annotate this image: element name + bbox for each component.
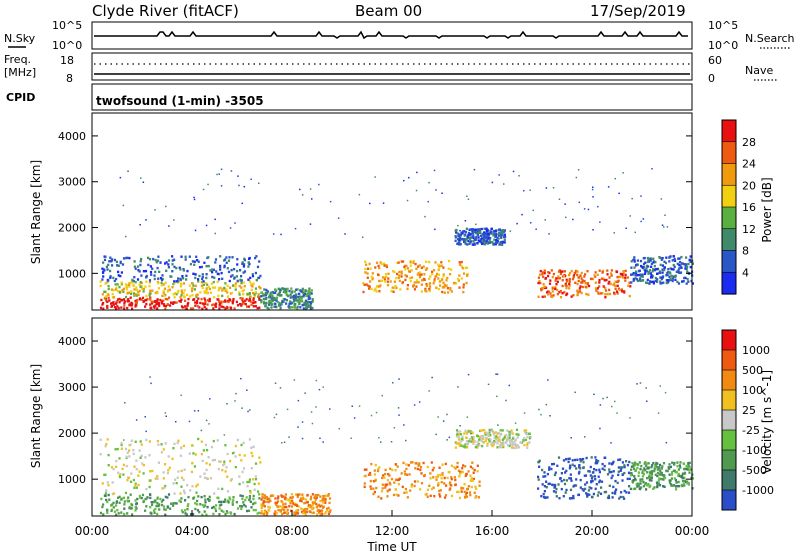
velocity-colorbar-segment: [722, 390, 736, 411]
velocity-y-axis-label: Slant Range [km]: [29, 364, 43, 468]
velocity-ytick-label: 1000: [58, 473, 86, 486]
velocity-colorbar-tick: -500: [742, 464, 767, 477]
freq-label-line1: Freq.: [4, 53, 31, 66]
x-tick-label: 00:00: [75, 524, 110, 538]
noise-left-tick-bottom: 10^0: [52, 39, 82, 52]
power-colorbar-tick: 16: [742, 201, 756, 214]
power-ytick-label: 3000: [58, 176, 86, 189]
power-colorbar-tick: 4: [742, 266, 749, 279]
velocity-colorbar-label: Velocity [m s^-1]: [760, 370, 774, 474]
freq-panel: Freq. [MHz] 18 8 60 0 Nave: [4, 52, 778, 85]
power-colorbar-tick: 20: [742, 179, 756, 192]
power-ytick-label: 2000: [58, 222, 86, 235]
velocity-colorbar-segment: [722, 410, 736, 431]
power-colorbar-segment: [722, 207, 736, 230]
x-tick-label: 20:00: [575, 524, 610, 538]
power-region-5: [454, 227, 507, 246]
power-colorbar-tick: 24: [742, 158, 756, 171]
freq-label-line2: [MHz]: [4, 66, 36, 79]
velocity-colorbar-tick: -100: [742, 444, 767, 457]
velocity-region-0: [99, 493, 261, 516]
power-colorbar-label: Power [dB]: [760, 177, 774, 242]
velocity-colorbar-tick: 1000: [742, 344, 770, 357]
x-tick-label: 04:00: [175, 524, 210, 538]
velocity-colorbar-segment: [722, 490, 736, 511]
cpid-value: twofsound (1-min) -3505: [96, 94, 264, 108]
noise-sky-label: N.Sky: [4, 32, 36, 45]
velocity-colorbar-segment: [722, 350, 736, 371]
power-colorbar-tick: 28: [742, 136, 756, 149]
velocity-region-6: [629, 461, 694, 491]
velocity-panel: 1000 2000 3000 4000 Slant Range [km] 1000 50…: [29, 317, 774, 554]
power-region-4: [362, 259, 469, 294]
beam-title: Beam 00: [355, 2, 422, 20]
power-region-3: [260, 287, 314, 310]
station-title: Clyde River (fitACF): [92, 2, 239, 20]
velocity-colorbar-segment: [722, 330, 736, 351]
power-region-7: [630, 255, 694, 285]
velocity-ytick-label: 3000: [58, 381, 86, 394]
power-ytick-label: 1000: [58, 267, 86, 280]
noise-right-tick-top: 10^5: [708, 19, 738, 32]
velocity-colorbar-segment: [722, 450, 736, 471]
power-colorbar-tick: 8: [742, 245, 749, 258]
velocity-colorbar-tick: 100: [742, 384, 763, 397]
freq-left-tick-bottom: 8: [66, 72, 73, 85]
power-colorbar-segment: [722, 120, 736, 143]
velocity-colorbar-tick: -1000: [742, 484, 774, 497]
power-region-1: [99, 280, 262, 299]
power-ytick-label: 4000: [58, 130, 86, 143]
power-colorbar-segment: [722, 141, 736, 165]
velocity-scatter: [123, 373, 668, 444]
velocity-ytick-label: 4000: [58, 335, 86, 348]
noise-search-label: N.Search: [745, 32, 795, 45]
power-colorbar-segment: [722, 250, 736, 273]
noise-panel: N.Sky 10^5 10^0 10^5 10^0 N.Search: [4, 19, 795, 52]
noise-sky-series: [94, 30, 688, 40]
power-colorbar-segment: [722, 163, 736, 186]
power-colorbar-segment: [722, 185, 736, 208]
x-tick-label: 16:00: [475, 524, 510, 538]
velocity-colorbar-tick: 25: [742, 404, 756, 417]
date-title: 17/Sep/2019: [590, 2, 686, 20]
velocity-region-1: [99, 437, 262, 496]
x-tick-label: 00:00: [675, 524, 710, 538]
power-region-2: [101, 255, 262, 283]
velocity-region-3: [363, 461, 481, 500]
velocity-region-5: [537, 456, 631, 500]
power-panel: 1000 2000 3000 4000 Slant Range [km] 4 8 12 16…: [29, 112, 774, 311]
power-colorbar-segment: [722, 272, 736, 295]
power-region-0: [99, 296, 261, 310]
freq-left-tick-top: 18: [60, 54, 74, 67]
power-colorbar-tick: 12: [742, 223, 756, 236]
power-region-6: [537, 269, 632, 299]
velocity-region-4: [454, 428, 532, 450]
x-tick-label: 08:00: [275, 524, 310, 538]
velocity-colorbar-segment: [722, 470, 736, 491]
freq-right-tick-top: 60: [708, 54, 722, 67]
power-scatter: [119, 168, 669, 238]
power-y-axis-label: Slant Range [km]: [29, 160, 43, 264]
velocity-region-2: [260, 493, 332, 517]
nave-label: Nave: [745, 64, 773, 77]
noise-right-tick-bottom: 10^0: [708, 39, 738, 52]
x-tick-label: 12:00: [375, 524, 410, 538]
freq-right-tick-bottom: 0: [708, 72, 715, 85]
velocity-colorbar-tick: -25: [742, 424, 760, 437]
cpid-panel: CPID twofsound (1-min) -3505: [6, 83, 693, 111]
velocity-colorbar-tick: 500: [742, 364, 763, 377]
velocity-colorbar-segment: [722, 370, 736, 391]
velocity-colorbar-segment: [722, 430, 736, 451]
velocity-ytick-label: 2000: [58, 427, 86, 440]
cpid-label: CPID: [6, 91, 35, 104]
power-colorbar-segment: [722, 228, 736, 252]
noise-left-tick-top: 10^5: [52, 19, 82, 32]
x-axis-label: Time UT: [366, 540, 417, 554]
